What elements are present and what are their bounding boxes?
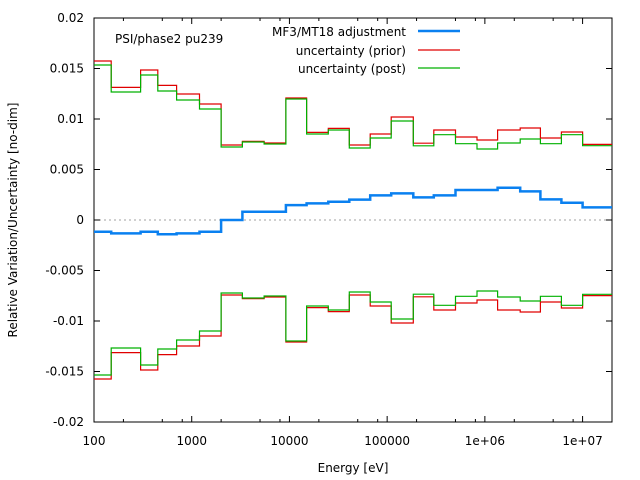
x-tick-label: 1e+06 <box>465 434 505 448</box>
legend: MF3/MT18 adjustment uncertainty (prior) … <box>272 25 460 76</box>
y-tick-label: 0.015 <box>50 62 84 76</box>
x-axis-label: Energy [eV] <box>318 461 389 475</box>
y-tick-label: -0.01 <box>53 314 84 328</box>
axis-ticks <box>93 17 612 423</box>
y-axis-label: Relative Variation/Uncertainty [no-dim] <box>6 103 20 338</box>
y-tick-label: 0.005 <box>50 163 84 177</box>
legend-label-adjustment: MF3/MT18 adjustment <box>272 25 406 39</box>
legend-label-post: uncertainty (post) <box>298 62 406 76</box>
x-tick-label: 1e+07 <box>562 434 602 448</box>
y-tick-label: 0.02 <box>57 11 84 25</box>
y-tick-label: -0.005 <box>45 264 84 278</box>
x-tick-label: 100000 <box>364 434 410 448</box>
y-tick-label: -0.015 <box>45 365 84 379</box>
x-tick-label: 1000 <box>176 434 207 448</box>
series-line-uncertainty-prior-negative <box>94 294 612 380</box>
series-line-uncertainty-post-negative <box>94 290 612 376</box>
series-line-mf3-mt18-adjustment <box>94 186 612 236</box>
chart-title: PSI/phase2 pu239 <box>115 32 223 46</box>
legend-label-prior: uncertainty (prior) <box>296 44 406 58</box>
series-group <box>94 60 612 380</box>
y-tick-label: -0.02 <box>53 415 84 429</box>
x-tick-label: 100 <box>83 434 106 448</box>
tick-labels: 0.02 0.015 0.01 0.005 0 -0.005 -0.01 -0.015 -0.0… <box>45 11 602 448</box>
y-tick-label: 0 <box>76 213 84 227</box>
series-line-uncertainty-post <box>94 64 612 150</box>
y-tick-label: 0.01 <box>57 112 84 126</box>
x-tick-label: 10000 <box>270 434 308 448</box>
